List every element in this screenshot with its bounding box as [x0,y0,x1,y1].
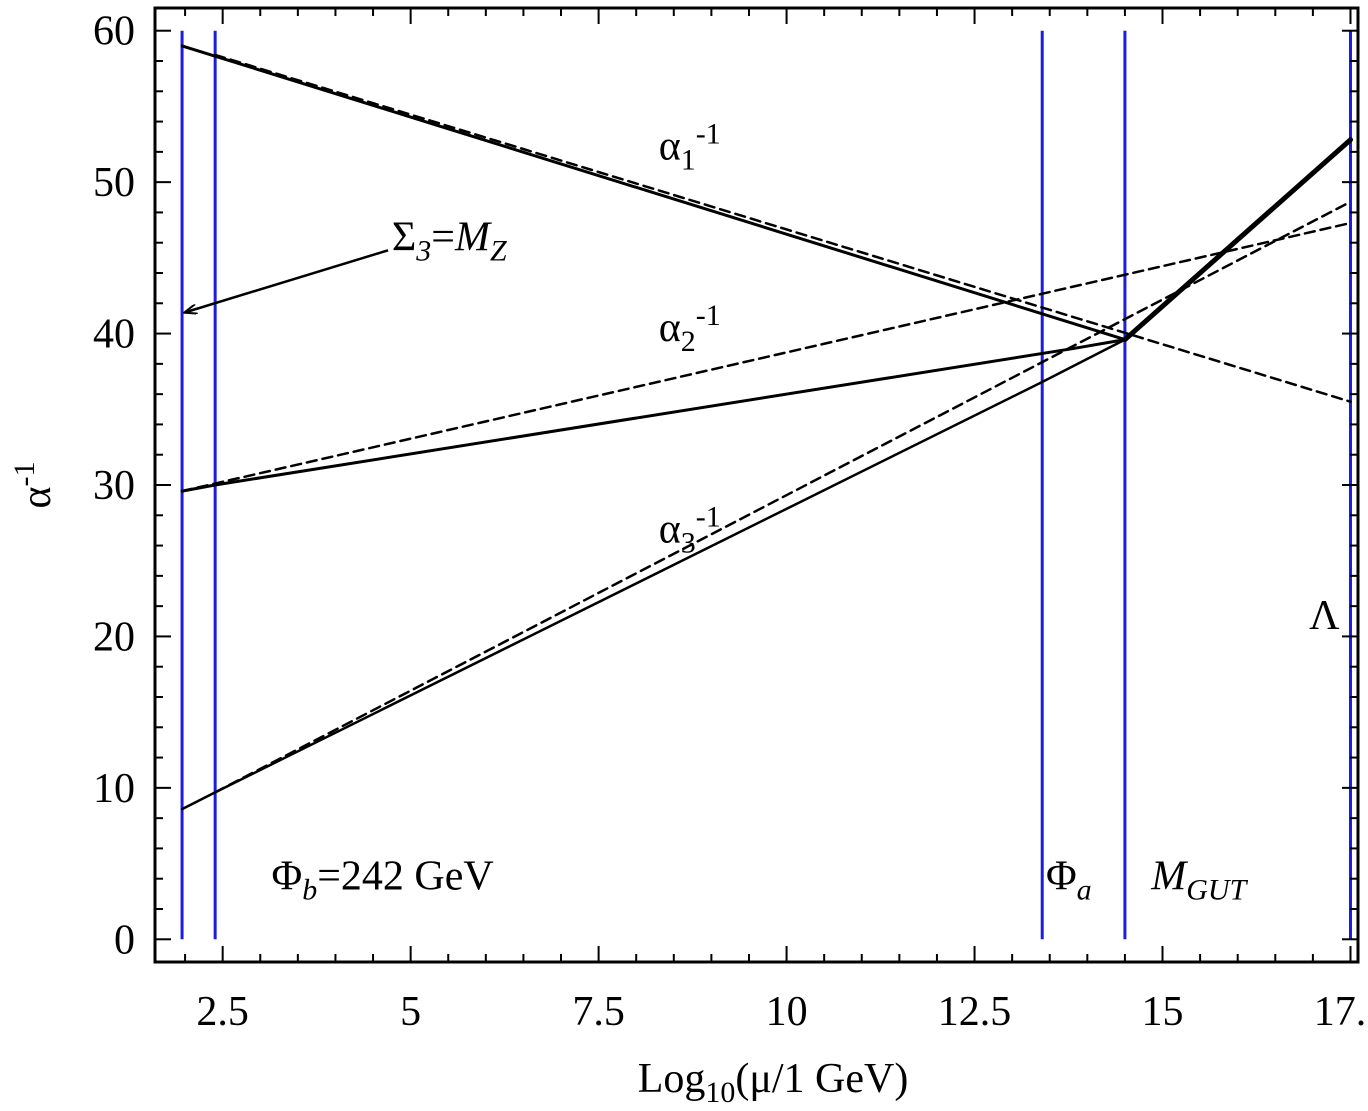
y-tick-label: 20 [93,614,135,660]
phib-label: Φb=242 GeV [272,853,494,906]
solid-series-1 [180,338,1127,493]
solid-series-0 [180,44,1127,342]
plot-frame [153,6,1360,964]
x-axis-title: Log10(μ/1 GeV) [638,1056,909,1109]
dashed-series-6 [213,200,1352,794]
y-axis-title: α-1 [8,461,60,508]
x-tick-label: 2.5 [196,989,249,1035]
x-tick-label: 10 [766,989,808,1035]
y-tick-label: 60 [93,9,135,55]
alpha3-label: α3-1 [659,501,721,560]
solid-series-3 [1122,137,1353,343]
y-tick-label: 10 [93,766,135,812]
lambda-label: Λ [1309,593,1340,639]
x-tick-label: 7.5 [572,989,625,1035]
mgut-label: MGUT [1150,853,1248,906]
sigma3-label: Σ3=MZ [392,214,507,267]
y-tick-label: 40 [93,312,135,358]
alpha2-label: α2-1 [659,299,721,358]
alpha1-label: α1-1 [659,117,721,176]
solid-series-2 [180,338,1127,811]
x-tick-label: 12.5 [938,989,1012,1035]
y-tick-label: 50 [93,160,135,206]
phia-label: Φa [1046,853,1092,906]
y-tick-label: 30 [93,463,135,509]
x-tick-label: 15 [1142,989,1184,1035]
dashed-series-4 [213,53,1352,403]
y-tick-label: 0 [114,917,135,963]
x-tick-label: 17.5 [1314,989,1368,1035]
x-tick-label: 5 [400,989,421,1035]
dashed-series-5 [180,221,1352,493]
annotation-arrow [185,249,389,312]
